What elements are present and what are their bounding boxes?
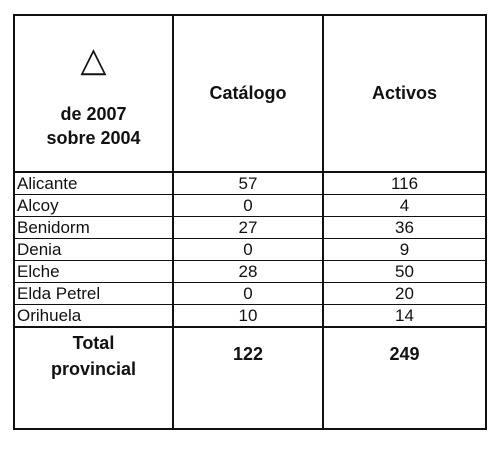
total-value: 249	[389, 344, 420, 364]
data-row: Benidorm 27 36	[13, 216, 487, 239]
name-cell: Benidorm	[13, 216, 174, 239]
header-label: de 2007 sobre 2004	[46, 103, 141, 148]
number-cell: 0	[172, 194, 324, 217]
number-cell: 10	[172, 304, 324, 328]
number-cell: 50	[322, 260, 487, 283]
total-cell: 249	[322, 326, 487, 430]
name-cell: Elche	[13, 260, 174, 283]
number-cell: 9	[322, 238, 487, 261]
name-cell: Alcoy	[13, 194, 174, 217]
data-row: Elche 28 50	[13, 260, 487, 283]
header-row: △ de 2007 sobre 2004 Catálogo Activos	[13, 14, 487, 173]
number-cell: 20	[322, 282, 487, 305]
header-cell: Activos	[322, 14, 487, 173]
total-row: Total provincial 122 249	[13, 326, 487, 430]
name-cell: Orihuela	[13, 304, 174, 328]
data-row: Orihuela 10 14	[13, 304, 487, 328]
header-cell: △ de 2007 sobre 2004	[13, 14, 174, 173]
data-row: Denia 0 9	[13, 238, 487, 261]
total-value: 122	[232, 344, 264, 364]
total-cell: 122	[172, 326, 324, 430]
number-cell: 14	[322, 304, 487, 328]
number-cell: 57	[172, 171, 324, 195]
number-cell: 0	[172, 282, 324, 305]
number-cell: 36	[322, 216, 487, 239]
name-cell: Denia	[13, 238, 174, 261]
delta-symbol: △	[80, 40, 107, 79]
total-label: Total provincial	[50, 333, 137, 379]
number-cell: 116	[322, 171, 487, 195]
number-cell: 28	[172, 260, 324, 283]
name-cell: Alicante	[13, 171, 174, 195]
data-row: Alcoy 0 4	[13, 194, 487, 217]
table-body: △ de 2007 sobre 2004 Catálogo Activos Ali…	[13, 14, 487, 430]
name-cell: Elda Petrel	[13, 282, 174, 305]
header-cell: Catálogo	[172, 14, 324, 173]
number-cell: 0	[172, 238, 324, 261]
data-row: Elda Petrel 0 20	[13, 282, 487, 305]
total-cell: Total provincial	[13, 326, 174, 430]
data-table: △ de 2007 sobre 2004 Catálogo Activos Ali…	[13, 14, 487, 430]
number-cell: 27	[172, 216, 324, 239]
number-cell: 4	[322, 194, 487, 217]
data-row: Alicante 57 116	[13, 171, 487, 195]
